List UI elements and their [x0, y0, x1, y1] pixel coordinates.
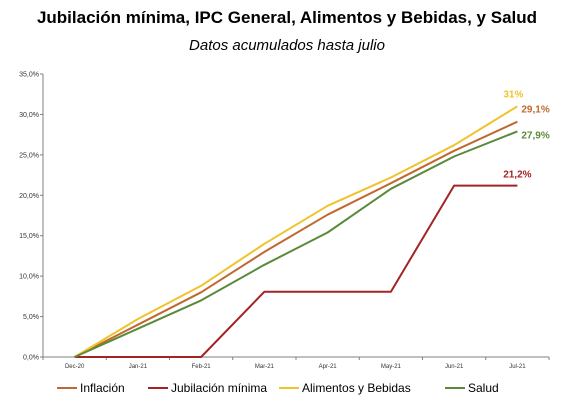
- y-tick-label: 0,0%: [23, 355, 39, 362]
- x-tick-label: Jun-21: [445, 364, 464, 370]
- data-label: 29,1%: [521, 105, 549, 116]
- y-tick-label: 5,0%: [23, 314, 39, 321]
- data-label: 31%: [503, 89, 523, 100]
- y-tick-label: 35,0%: [19, 72, 39, 79]
- y-tick-label: 30,0%: [19, 112, 39, 119]
- x-tick-label: Dec-20: [65, 364, 85, 370]
- chart-title: Jubilación mínima, IPC General, Alimento…: [36, 8, 538, 27]
- y-tick-label: 15,0%: [19, 233, 39, 240]
- chart-series-lines: [74, 105, 518, 358]
- legend-label: Alimentos y Bebidas: [302, 381, 411, 395]
- series-line: [74, 184, 518, 358]
- x-tick-label: May-21: [381, 364, 402, 370]
- series-line: [74, 130, 518, 358]
- legend-label: Inflación: [80, 381, 125, 395]
- x-tick-label: Apr-21: [319, 364, 338, 370]
- legend-label: Jubilación mínima: [171, 381, 267, 395]
- x-tick-label: Mar-21: [255, 364, 275, 370]
- data-label: 27,9%: [521, 130, 549, 141]
- chart-legend: Inflación Jubilación mínima Alimentos y Be…: [57, 381, 499, 395]
- series-line: [74, 120, 518, 358]
- series-line: [74, 105, 518, 358]
- y-tick-label: 25,0%: [19, 152, 39, 159]
- y-tick-label: 20,0%: [19, 193, 39, 200]
- x-tick-label: Feb-21: [192, 364, 212, 370]
- x-tick-label: Jul-21: [509, 364, 526, 370]
- legend-label: Salud: [468, 381, 499, 395]
- chart-subtitle: Datos acumulados hasta julio: [189, 37, 385, 54]
- chart-axes: 0,0% 5,0% 10,0% 15,0% 20,0% 25,0% 30,0% 35,0% De…: [19, 72, 550, 370]
- data-label: 21,2%: [503, 170, 531, 181]
- y-tick-label: 10,0%: [19, 274, 39, 281]
- x-tick-label: Jan-21: [129, 364, 148, 370]
- chart-data-labels: 29,1% 21,2% 31% 27,9%: [503, 89, 550, 180]
